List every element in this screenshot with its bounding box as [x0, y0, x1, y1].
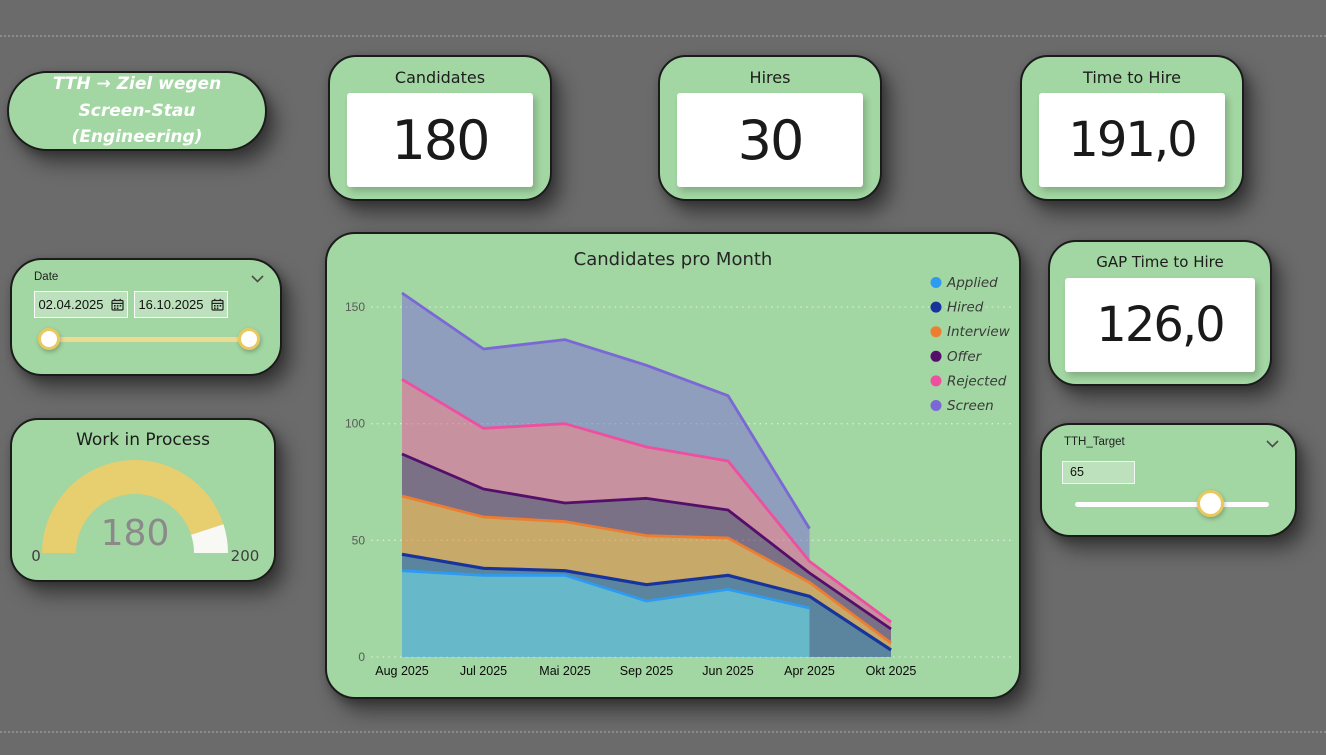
x-tick-label: Jul 2025 [460, 664, 507, 678]
legend-dot [930, 301, 942, 313]
tth-target-track[interactable] [1075, 502, 1269, 507]
line-applied [401, 569, 810, 610]
legend-item-rejected[interactable]: Rejected [930, 373, 1007, 389]
chart-title: Candidates pro Month [574, 249, 773, 270]
legend-label: Screen [947, 398, 994, 414]
kpi-title: Hires [749, 68, 791, 87]
kpi-value-box: 30 [677, 93, 863, 187]
date-input-row: 02.04.2025 16.10.2025 [34, 291, 228, 318]
chevron-down-icon[interactable] [251, 275, 264, 283]
date-range-handle-start[interactable] [38, 328, 60, 350]
report-title-text: TTH → Ziel wegen Screen-Stau (Engineerin… [52, 74, 222, 148]
legend-dot [930, 375, 942, 387]
top-guide-line [0, 35, 1326, 37]
kpi-card-hires: Hires 30 [658, 55, 882, 201]
date-slicer-label: Date [34, 271, 59, 283]
kpi-title: Candidates [394, 68, 486, 87]
end-date-value: 16.10.2025 [138, 297, 204, 312]
bottom-guide-line [0, 731, 1326, 733]
gauge-min-label: 0 [31, 547, 41, 565]
line-screen [401, 291, 811, 530]
gauge-value: 180 [101, 513, 170, 554]
kpi-card-candidates: Candidates 180 [328, 55, 552, 201]
x-tick-label: Aug 2025 [375, 664, 429, 678]
line-rejected [401, 378, 892, 624]
gauge-fill-arc [42, 460, 224, 553]
y-tick-label: 0 [358, 650, 365, 664]
work-in-process-gauge[interactable]: 180 0 200 [12, 420, 274, 580]
kpi-title: Time to Hire [1083, 68, 1181, 87]
legend-dot [930, 350, 942, 362]
legend-label: Rejected [947, 373, 1007, 389]
x-tick-label: Sep 2025 [620, 664, 674, 678]
kpi-title: GAP Time to Hire [1096, 253, 1224, 271]
chevron-down-icon[interactable] [1266, 440, 1279, 448]
calendar-icon [110, 298, 124, 311]
gauge-title: Work in Process [76, 430, 210, 450]
gauge-rest-arc [191, 524, 228, 553]
legend-label: Applied [946, 275, 998, 291]
report-title-card: TTH → Ziel wegen Screen-Stau (Engineerin… [7, 71, 267, 151]
tth-target-slicer-card: TTH_Target 65 [1040, 423, 1297, 537]
area-chart-card: 0 50 100 150 Aug 2025 Jul 2025 Mai 2025 Sep 202… [325, 232, 1021, 699]
gauge-max-label: 200 [231, 547, 260, 565]
y-tick-label: 100 [345, 417, 365, 431]
y-tick-label: 50 [352, 533, 366, 547]
kpi-value: 191,0 [1068, 112, 1197, 168]
legend-dot [930, 400, 942, 411]
kpi-value-box: 191,0 [1039, 93, 1225, 187]
y-tick-label: 150 [345, 300, 365, 314]
legend-label: Offer [947, 349, 983, 365]
gauge-card: Work in Process 180 0 200 [10, 418, 276, 582]
tth-target-input[interactable]: 65 [1062, 461, 1135, 484]
line-offer [401, 452, 892, 631]
kpi-value: 126,0 [1096, 297, 1225, 353]
legend-label: Interview [947, 324, 1011, 340]
start-date-value: 02.04.2025 [38, 297, 104, 312]
kpi-card-time-to-hire: Time to Hire 191,0 [1020, 55, 1244, 201]
date-slicer-card: Date 02.04.2025 16.10.2025 [10, 258, 282, 376]
kpi-value-box: 180 [347, 93, 533, 187]
date-range-track[interactable] [49, 337, 249, 342]
legend-item-interview[interactable]: Interview [930, 324, 1011, 340]
area-applied [402, 570, 810, 657]
calendar-icon [210, 298, 224, 311]
legend-item-applied[interactable]: Applied [930, 275, 999, 291]
date-range-handle-end[interactable] [238, 328, 260, 350]
line-hired [401, 552, 892, 652]
tth-target-handle[interactable] [1197, 490, 1224, 517]
legend-item-screen[interactable]: Screen [930, 398, 994, 414]
kpi-value: 30 [737, 108, 805, 172]
tth-target-label: TTH_Target [1064, 436, 1125, 448]
legend-item-offer[interactable]: Offer [930, 349, 983, 365]
area-layers [402, 293, 891, 657]
x-tick-label: Okt 2025 [866, 664, 917, 678]
end-date-input[interactable]: 16.10.2025 [134, 291, 228, 318]
line-interview [401, 494, 892, 645]
x-tick-label: Jun 2025 [702, 664, 753, 678]
candidates-chart-svg[interactable]: 0 50 100 150 Aug 2025 Jul 2025 Mai 2025 Sep 202… [327, 234, 1019, 697]
x-tick-label: Apr 2025 [784, 664, 835, 678]
kpi-card-gap-time-to-hire: GAP Time to Hire 126,0 [1048, 240, 1272, 386]
legend-label: Hired [947, 300, 984, 316]
x-tick-label: Mai 2025 [539, 664, 590, 678]
legend-dot [930, 326, 942, 338]
start-date-input[interactable]: 02.04.2025 [34, 291, 128, 318]
legend-dot [930, 277, 942, 288]
legend-item-hired[interactable]: Hired [930, 300, 984, 316]
tth-target-value: 65 [1070, 465, 1084, 479]
kpi-value-box: 126,0 [1065, 278, 1255, 372]
kpi-value: 180 [391, 108, 490, 172]
